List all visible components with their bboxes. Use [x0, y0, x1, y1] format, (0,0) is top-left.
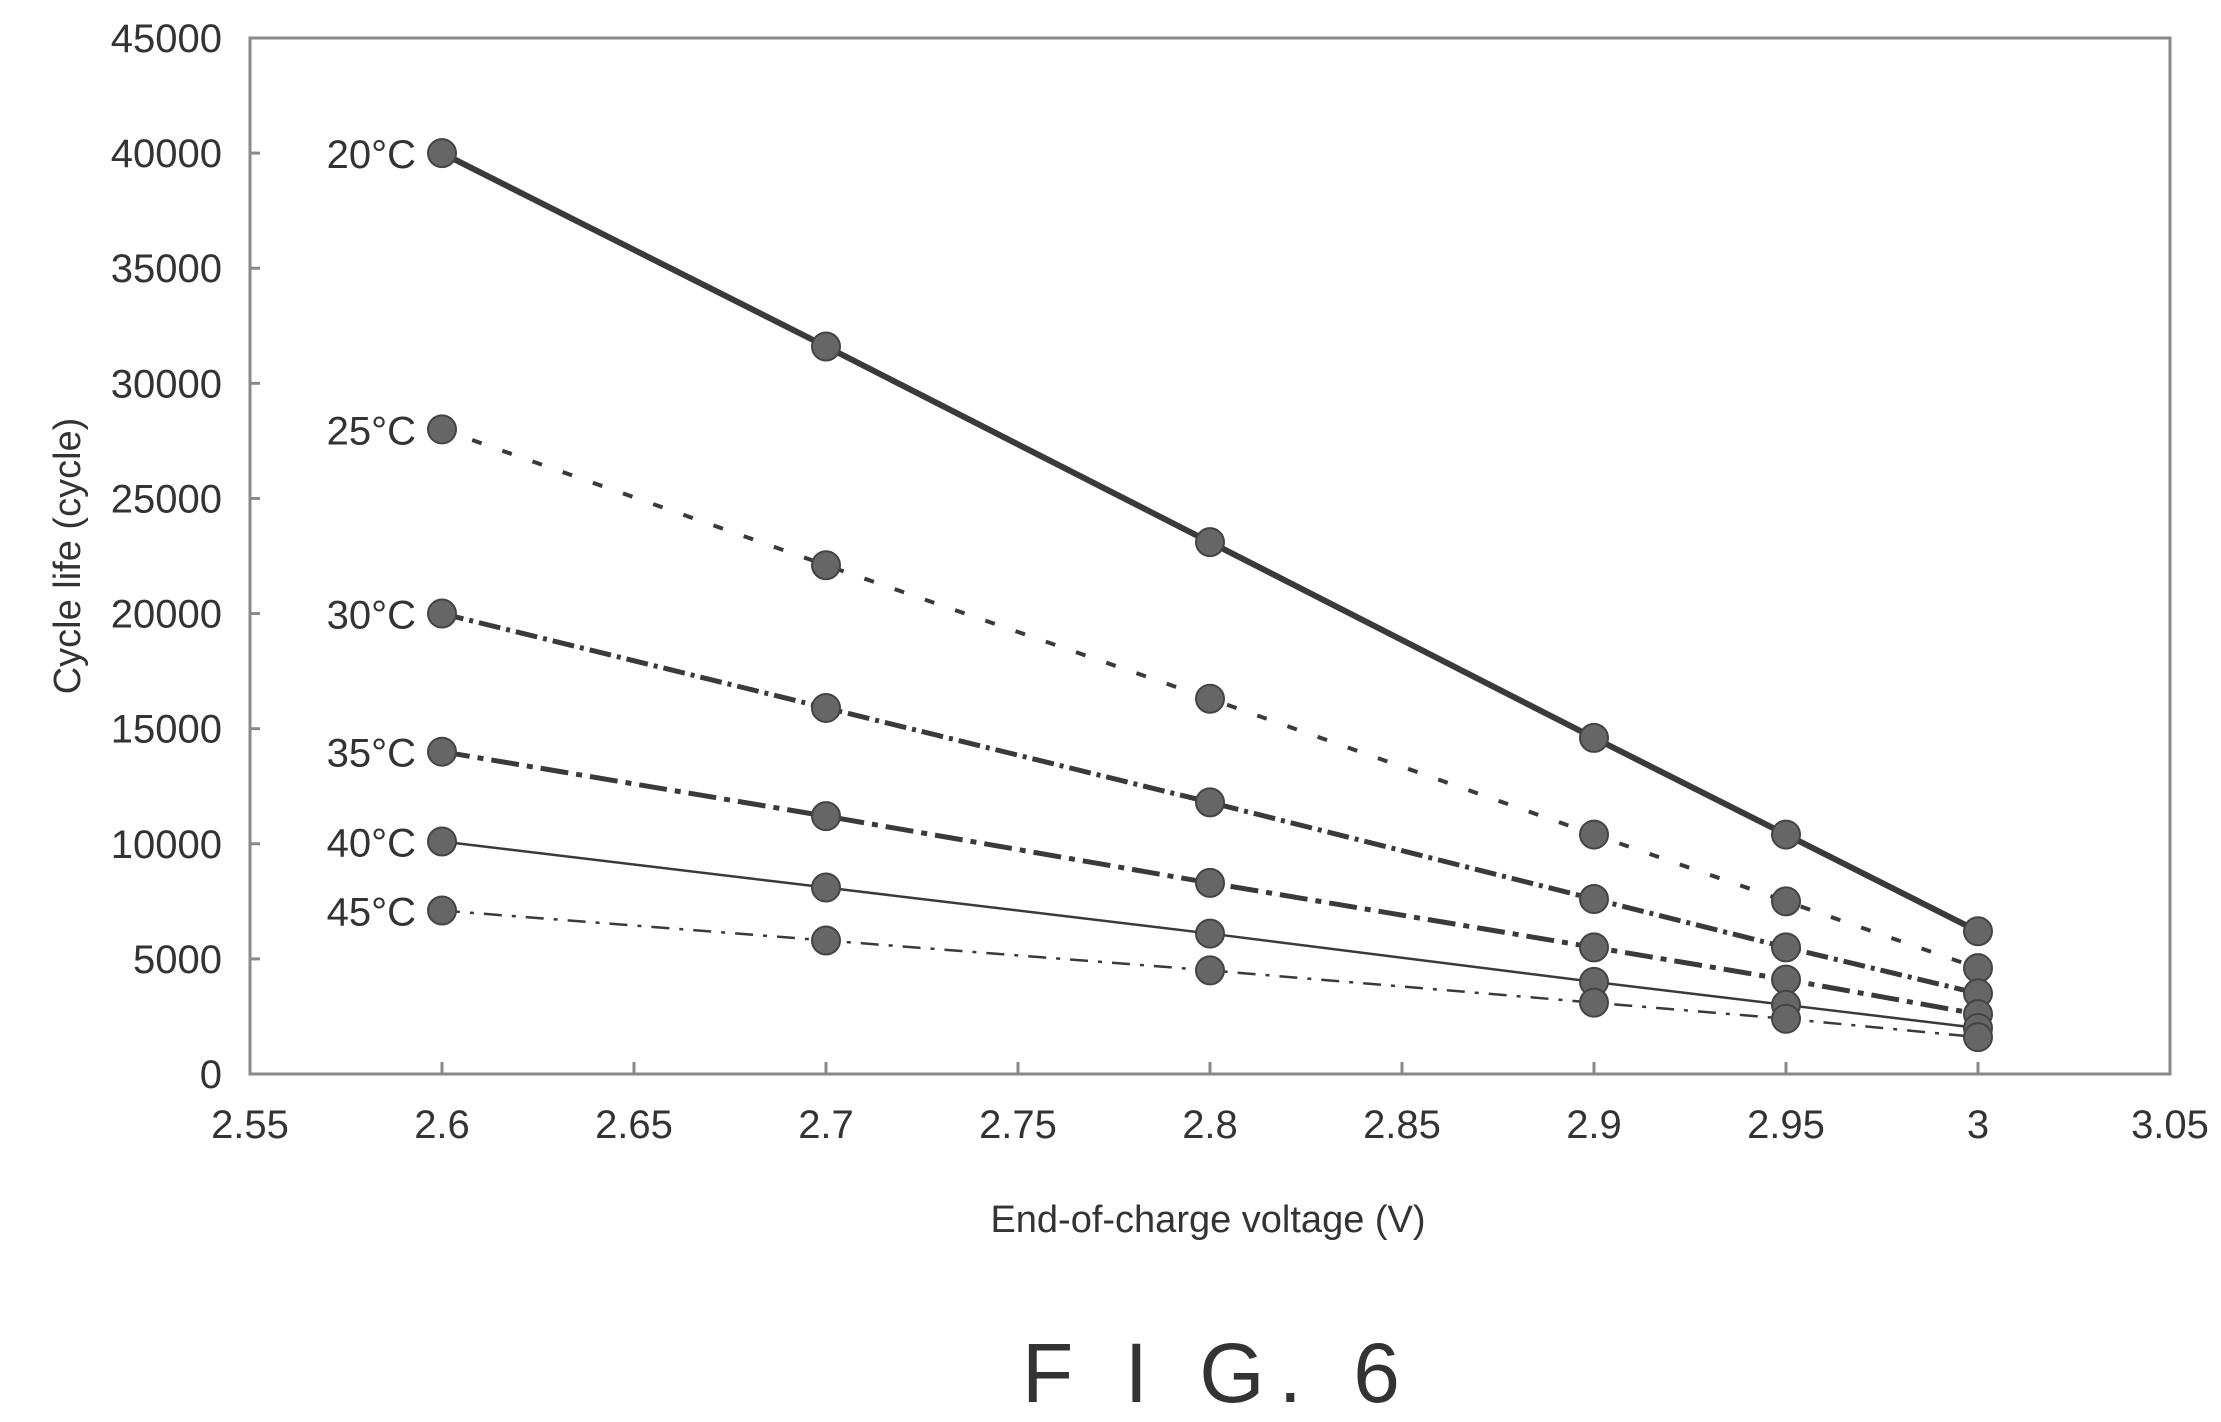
y-tick-label: 25000 [111, 477, 222, 521]
series-label: 20°C [327, 133, 416, 177]
data-point [1579, 987, 1609, 1018]
data-point [1195, 918, 1225, 949]
data-point [1579, 884, 1609, 915]
data-point [811, 801, 841, 832]
data-point [1771, 886, 1801, 917]
x-tick-label: 2.6 [414, 1103, 470, 1147]
data-point [811, 331, 841, 362]
data-point [811, 925, 841, 956]
data-point [427, 414, 457, 445]
x-axis-title: End-of-charge voltage (V) [990, 1199, 1425, 1241]
x-tick-label: 2.9 [1566, 1103, 1622, 1147]
series-line [441, 749, 1979, 1017]
marker-group [427, 138, 1993, 1053]
data-point [811, 550, 841, 581]
data-point [1579, 932, 1609, 963]
series-label: 25°C [327, 409, 416, 453]
data-point [1963, 916, 1993, 947]
y-tick-label: 45000 [111, 17, 222, 61]
data-point [427, 598, 457, 629]
data-point [1771, 1003, 1801, 1034]
data-point [1195, 683, 1225, 714]
series-line [440, 150, 1980, 934]
data-point [1195, 867, 1225, 898]
data-point [1771, 819, 1801, 850]
series-label-group: 20°C 25°C 30°C 35°C 40°C 45°C [327, 133, 416, 934]
data-point [427, 895, 457, 926]
figure-caption: F I G. 6 [1022, 1326, 1414, 1420]
data-point [427, 736, 457, 767]
y-axis: 0 5000 10000 15000 20000 25000 30000 35000 40000… [111, 17, 260, 1097]
y-tick-label: 5000 [133, 938, 222, 982]
series-label: 30°C [327, 594, 416, 638]
y-tick-label: 10000 [111, 823, 222, 867]
y-tick-label: 15000 [111, 708, 222, 752]
data-point [811, 692, 841, 723]
data-point [1771, 964, 1801, 995]
y-tick-label: 30000 [111, 362, 222, 406]
data-point [1579, 722, 1609, 753]
x-tick-label: 3.05 [2131, 1103, 2209, 1147]
x-tick-label: 2.85 [1363, 1103, 1441, 1147]
y-tick-label: 20000 [111, 593, 222, 637]
y-axis-title: Cycle life (cycle) [47, 418, 89, 695]
series-line [441, 611, 1979, 996]
series-label: 45°C [327, 891, 416, 935]
data-point [1963, 953, 1993, 984]
data-point [427, 138, 457, 169]
x-tick-label: 2.75 [979, 1103, 1057, 1147]
x-tick-label: 2.55 [211, 1103, 289, 1147]
x-tick-label: 2.8 [1182, 1103, 1238, 1147]
series-group [440, 150, 1980, 1039]
x-tick-label: 3 [1967, 1103, 1989, 1147]
series-label: 35°C [327, 732, 416, 776]
data-point [1771, 932, 1801, 963]
series-line [441, 840, 1979, 1030]
x-axis: 2.55 2.6 2.65 2.7 2.75 2.8 2.85 2.9 2.95 3 3.05 [211, 1062, 2209, 1147]
y-tick-label: 0 [200, 1053, 222, 1097]
x-tick-label: 2.65 [595, 1103, 673, 1147]
data-point [427, 826, 457, 857]
x-tick-label: 2.95 [1747, 1103, 1825, 1147]
y-tick-label: 35000 [111, 247, 222, 291]
y-tick-label: 40000 [111, 132, 222, 176]
data-point [1195, 955, 1225, 986]
x-tick-label: 2.7 [798, 1103, 854, 1147]
data-point [1963, 1022, 1993, 1053]
data-point [1195, 527, 1225, 558]
data-point [1579, 819, 1609, 850]
data-point [811, 872, 841, 903]
series-label: 40°C [327, 821, 416, 865]
data-point [1195, 787, 1225, 818]
